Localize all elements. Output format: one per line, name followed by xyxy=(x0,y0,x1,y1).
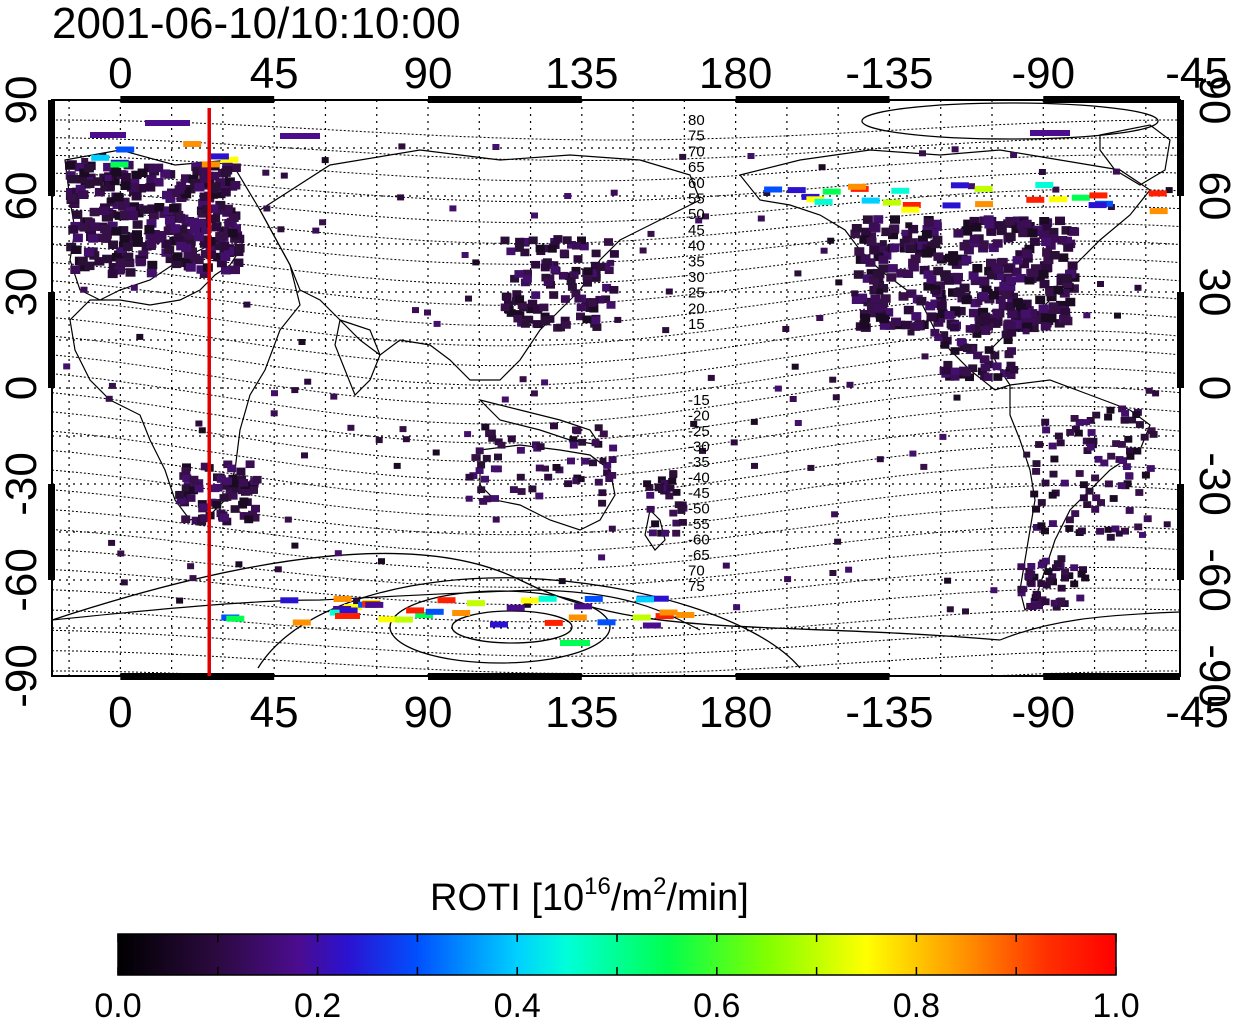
mlat-labels: 8075706560555045403530252015-15-20-25-30… xyxy=(688,112,710,595)
mlat-label: 20 xyxy=(688,300,705,317)
colorbar-tick-label: 0.6 xyxy=(693,987,740,1024)
mlat-label: -55 xyxy=(688,516,710,533)
lat-lon-grid xyxy=(52,100,1180,676)
lat-tick-labels-right: 90 60 30 0 -30 -60 -90 xyxy=(1190,76,1239,708)
lon-tick-labels-bottom: 0 45 90 135 180 -135 -90 -45 xyxy=(108,688,1229,737)
lon-tick-label: -90 xyxy=(1011,688,1075,737)
lat-tick-label: 30 xyxy=(0,268,46,317)
mlat-label: -60 xyxy=(688,532,710,549)
colorbar-tick-label: 0.0 xyxy=(94,987,141,1024)
axis-bars xyxy=(48,96,1184,680)
colorbar-tick-label: 1.0 xyxy=(1092,987,1139,1024)
lat-tick-label: 0 xyxy=(1190,376,1239,400)
colorbar-tick-labels: 0.0 0.2 0.4 0.6 0.8 1.0 xyxy=(94,987,1139,1024)
mlat-label: -65 xyxy=(688,547,710,564)
lon-tick-label: 135 xyxy=(545,688,618,737)
mlat-label: 55 xyxy=(688,191,705,208)
lat-tick-label: -30 xyxy=(0,452,46,516)
mlat-label: 30 xyxy=(688,269,705,286)
lon-tick-label: 0 xyxy=(108,49,132,98)
mlat-label: 40 xyxy=(688,238,705,255)
lon-tick-label: -45 xyxy=(1165,688,1229,737)
mlat-label: 80 xyxy=(688,112,705,129)
lat-tick-label: -90 xyxy=(1190,644,1239,708)
mlat-label: 75 xyxy=(688,578,705,595)
lon-tick-label: 180 xyxy=(699,688,772,737)
lon-tick-label: -90 xyxy=(1011,49,1075,98)
lon-tick-label: 90 xyxy=(404,688,453,737)
mlat-label: 50 xyxy=(688,206,705,223)
mlat-label: 75 xyxy=(688,128,705,145)
mlat-label: 15 xyxy=(688,316,705,333)
lon-tick-label: -135 xyxy=(845,49,933,98)
lon-tick-label: 180 xyxy=(699,49,772,98)
colorbar-tick-label: 0.4 xyxy=(494,987,541,1024)
lat-tick-label: 90 xyxy=(1190,76,1239,125)
lon-tick-label: 90 xyxy=(404,49,453,98)
colorbar-title: ROTI [1016/m2/min] xyxy=(430,873,749,919)
mlat-label: -45 xyxy=(688,485,710,502)
lat-tick-label: 0 xyxy=(0,376,46,400)
lon-tick-label: -45 xyxy=(1165,49,1229,98)
mlat-label: 65 xyxy=(688,159,705,176)
lat-tick-label: -60 xyxy=(1190,548,1239,612)
mlat-label: -25 xyxy=(688,423,710,440)
lat-tick-label: -60 xyxy=(0,548,46,612)
colorbar-ticks xyxy=(117,934,1117,975)
lat-tick-labels-left: 90 60 30 0 -30 -60 -90 xyxy=(0,76,46,708)
mlat-label: 25 xyxy=(688,285,705,302)
mlat-label: -30 xyxy=(688,439,710,456)
mlat-label: -50 xyxy=(688,501,710,518)
lat-tick-label: 60 xyxy=(0,172,46,221)
lon-tick-label: 135 xyxy=(545,49,618,98)
lat-tick-label: -30 xyxy=(1190,452,1239,516)
mlat-label: -40 xyxy=(688,470,710,487)
colorbar-tick-label: 0.2 xyxy=(294,987,341,1024)
mlat-label: -15 xyxy=(688,392,710,409)
lon-tick-label: -135 xyxy=(845,688,933,737)
lat-tick-label: 90 xyxy=(0,76,46,125)
mlat-label: 45 xyxy=(688,222,705,239)
lon-tick-label: 45 xyxy=(250,49,299,98)
lon-tick-labels-top: 0 45 90 135 180 -135 -90 -45 xyxy=(108,49,1229,98)
mlat-label: 70 xyxy=(688,143,705,160)
mlat-label: 60 xyxy=(688,175,705,192)
lon-tick-label: 45 xyxy=(250,688,299,737)
mlat-label: -35 xyxy=(688,454,710,471)
mlat-label: -20 xyxy=(688,408,710,425)
colorbar-tick-label: 0.8 xyxy=(893,987,940,1024)
lon-tick-label: 0 xyxy=(108,688,132,737)
mlat-label: 35 xyxy=(688,253,705,270)
lat-tick-label: -90 xyxy=(0,644,46,708)
mlat-label: 70 xyxy=(688,563,705,580)
lat-tick-label: 60 xyxy=(1190,172,1239,221)
roti-data-pixels xyxy=(63,120,1173,646)
lat-tick-label: 30 xyxy=(1190,268,1239,317)
map-title: 2001-06-10/10:10:00 xyxy=(52,0,461,48)
